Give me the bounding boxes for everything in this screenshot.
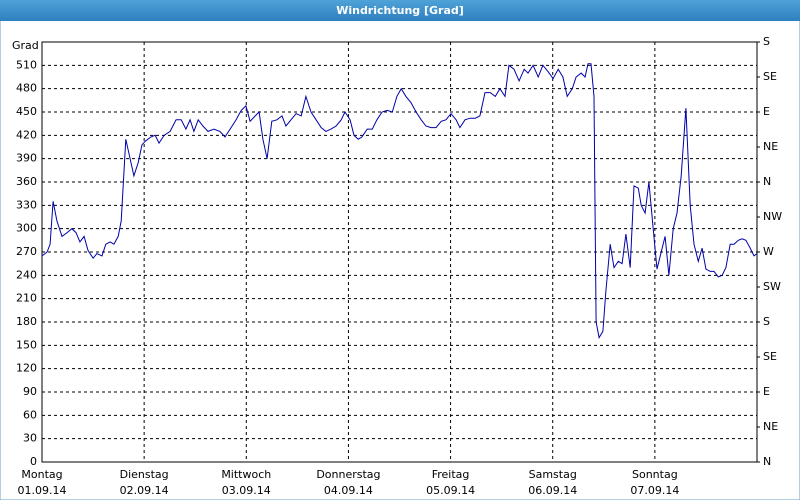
y2-tick-label: SW [763,280,781,293]
x-tick-date: 02.09.14 [120,484,169,497]
x-tick-date: 07.09.14 [630,484,679,497]
y-tick-label: 270 [16,245,37,258]
y2-tick-label: E [763,105,770,118]
y2-tick-label: SE [763,350,777,363]
y2-tick-label: NW [763,210,782,223]
title-bar [0,0,800,21]
x-tick-label: Sonntag [632,468,678,481]
x-tick-label: Samstag [529,468,577,481]
x-tick-date: 05.09.14 [426,484,475,497]
x-tick-label: Donnerstag [316,468,380,481]
x-tick-date: 01.09.14 [18,484,67,497]
y-axis-title: Grad [12,39,39,52]
y-tick-label: 300 [16,222,37,235]
y-tick-label: 420 [16,128,37,141]
x-tick-label: Mittwoch [221,468,271,481]
y-tick-label: 120 [16,362,37,375]
y2-tick-label: NE [763,420,778,433]
y2-tick-label: S [763,315,770,328]
data-line [41,63,758,339]
x-tick-label: Montag [21,468,62,481]
y2-tick-label: S [763,35,770,48]
y-tick-label: 210 [16,292,37,305]
y2-tick-label: N [763,175,771,188]
y-tick-label: 90 [23,385,37,398]
y-tick-label: 450 [16,105,37,118]
y-tick-label: 480 [16,82,37,95]
y2-tick-label: SE [763,70,777,83]
y-tick-label: 150 [16,338,37,351]
y-tick-label: 60 [23,408,37,421]
y-tick-label: 510 [16,58,37,71]
y-tick-label: 330 [16,198,37,211]
y-tick-label: 0 [30,455,37,468]
x-tick-label: Dienstag [120,468,169,481]
y-tick-label: 180 [16,315,37,328]
plot-border [41,41,758,463]
x-tick-label: Freitag [432,468,470,481]
y-tick-label: 240 [16,268,37,281]
x-tick-date: 06.09.14 [528,484,577,497]
x-tick-date: 04.09.14 [324,484,373,497]
y2-tick-label: W [763,245,774,258]
y-tick-label: 30 [23,432,37,445]
y2-tick-label: NE [763,140,778,153]
y2-tick-label: N [763,455,771,468]
plot-area: 0 30 60 90 120 150 180 210 240 270 300 330 360 390 420… [16,35,782,497]
y2-tick-label: E [763,385,770,398]
y-tick-label: 360 [16,175,37,188]
y-tick-label: 390 [16,152,37,165]
window-title: Windrichtung [Grad] [336,4,464,17]
x-tick-date: 03.09.14 [222,484,271,497]
